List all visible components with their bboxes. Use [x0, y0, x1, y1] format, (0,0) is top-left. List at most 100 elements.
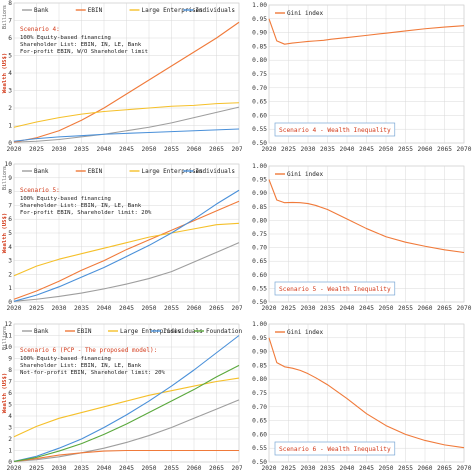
y-tick-label: 0.60 [252, 272, 267, 279]
scenario-note-line: For-profit EBIN, W/O Shareholder limit [20, 49, 148, 55]
y-tick-label: 0.55 [252, 445, 267, 452]
y-tick-label: 0 [8, 459, 12, 466]
y-axis-unit: Billions [2, 326, 8, 350]
x-tick-label: 2060 [187, 305, 202, 312]
scenario-note-title: Scenario 4: [20, 26, 60, 33]
scenario-5-gini-chart: 0.50 0.55 0.60 0.65 0.70 0.75 0.80 0.85 0.90 0.95… [252, 163, 472, 312]
scenario-4-gini-chart: 0.50 0.55 0.60 0.65 0.70 0.75 0.80 0.85 0.90 0.95… [252, 2, 472, 153]
x-tick-label: 2050 [142, 465, 157, 472]
x-tick-label: 2035 [320, 465, 335, 472]
series-line-large-enterprises [13, 102, 240, 128]
legend-label: Large Enterprises [120, 328, 182, 335]
y-tick-label: 5 [8, 402, 12, 409]
y-tick-label: 7 [8, 379, 12, 386]
x-tick-label: 2040 [97, 465, 112, 472]
y-tick-label: 6 [8, 216, 12, 223]
y-axis-label: Wealth (US$) [2, 373, 8, 413]
x-tick-label: 2020 [262, 146, 277, 153]
x-tick-label: 2065 [437, 465, 452, 472]
x-tick-label: 2020 [262, 305, 277, 312]
x-tick-label: 2030 [301, 465, 316, 472]
x-tick-label: 2060 [187, 146, 202, 153]
y-tick-label: 5 [8, 230, 12, 237]
legend-label: Bank [34, 328, 49, 335]
x-tick-label: 2025 [281, 305, 296, 312]
legend-label: Large Enterprises [142, 168, 204, 175]
y-tick-label: 0.60 [252, 431, 267, 438]
y-tick-label: 0.80 [252, 57, 267, 64]
y-tick-label: 10 [5, 344, 13, 351]
x-tick-label: 2060 [418, 146, 433, 153]
x-tick-label: 2070 [457, 305, 472, 312]
legend-label: Gini index [287, 329, 324, 336]
x-tick-label: 2070 [232, 146, 242, 153]
y-tick-label: 8 [8, 189, 12, 196]
legend-label: EBIN [88, 168, 103, 175]
scenario-6-gini-chart: 0.50 0.55 0.60 0.65 0.70 0.75 0.80 0.85 0.90 0.95… [252, 321, 472, 472]
series-line-bank [13, 106, 240, 143]
y-tick-label: 4 [8, 413, 12, 420]
x-tick-label: 2030 [52, 465, 67, 472]
scenario-label-box [274, 441, 396, 456]
y-tick-label: 0.95 [252, 16, 267, 23]
x-tick-label: 2050 [379, 305, 394, 312]
scenario-5-wealth-chart: 0 1 2 3 4 5 6 7 8 9 10 2020 2025 2030 2035 2040 2045 2050… [2, 161, 242, 312]
y-tick-label: 0.75 [252, 390, 267, 397]
y-tick-label: 0.90 [252, 30, 267, 37]
x-tick-label: 2070 [232, 305, 242, 312]
x-tick-label: 2060 [418, 465, 433, 472]
y-tick-label: 1 [8, 123, 12, 130]
x-tick-label: 2020 [7, 465, 22, 472]
x-tick-label: 2070 [457, 146, 472, 153]
series-line-individuals [13, 128, 240, 142]
scenario-label-box [274, 122, 396, 137]
x-tick-label: 2035 [74, 465, 89, 472]
scenario-note-line: 100% Equity-based financing [20, 35, 111, 41]
legend-label: Bank [34, 168, 49, 175]
x-tick-label: 2020 [7, 305, 22, 312]
scenario-note-line: 100% Equity-based financing [20, 196, 111, 202]
x-tick-label: 2040 [97, 305, 112, 312]
series-line-gini-index [268, 18, 465, 45]
x-tick-label: 2020 [262, 465, 277, 472]
y-tick-label: 7 [8, 202, 12, 209]
scenario-note-line: Shareholder List: EBIN, IN, LE, Bank [20, 203, 142, 209]
x-tick-label: 2030 [301, 305, 316, 312]
x-tick-label: 2060 [187, 465, 202, 472]
y-tick-label: 0.70 [252, 404, 267, 411]
y-tick-label: 0 [8, 140, 12, 147]
y-tick-label: 0.50 [252, 140, 267, 147]
x-tick-label: 2025 [281, 146, 296, 153]
x-tick-label: 2030 [301, 146, 316, 153]
scenario-inequality-label: Scenario 4 - Wealth Inequality [279, 127, 391, 134]
y-tick-label: 0.95 [252, 177, 267, 184]
series-line-gini-index [268, 179, 465, 254]
series-line-large-enterprises [13, 377, 240, 438]
x-tick-label: 2040 [340, 465, 355, 472]
series-line-individuals [13, 189, 240, 302]
scenario-note-line: Shareholder List: EBIN, IN, LE, Bank [20, 363, 142, 369]
x-tick-label: 2025 [29, 305, 44, 312]
scenario-inequality-label: Scenario 6 - Wealth Inequality [279, 446, 391, 453]
y-tick-label: 1.00 [252, 321, 267, 328]
y-tick-label: 9 [8, 175, 12, 182]
x-tick-label: 2045 [119, 465, 134, 472]
y-tick-label: 0.50 [252, 299, 267, 306]
y-tick-label: 4 [8, 244, 12, 251]
legend-label: Foundation [206, 328, 242, 335]
y-tick-label: 1 [8, 285, 12, 292]
x-tick-label: 2040 [340, 146, 355, 153]
y-tick-label: 0.70 [252, 85, 267, 92]
y-tick-label: 12 [5, 321, 13, 328]
y-tick-label: 9 [8, 356, 12, 363]
scenario-note-title: Scenario 5: [20, 187, 60, 194]
x-tick-label: 2025 [281, 465, 296, 472]
x-tick-label: 2065 [209, 146, 224, 153]
series-line-individuals [13, 335, 240, 462]
x-tick-label: 2035 [74, 146, 89, 153]
y-tick-label: 3 [8, 258, 12, 265]
y-tick-label: 0.50 [252, 459, 267, 466]
x-tick-label: 2065 [437, 146, 452, 153]
y-axis-label: Wealth (US$) [2, 213, 8, 253]
series-line-large-enterprises [13, 222, 240, 277]
